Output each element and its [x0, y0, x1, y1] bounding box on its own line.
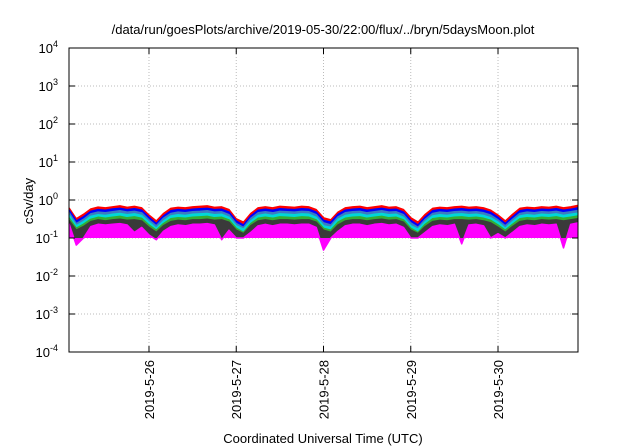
chart-title: /data/run/goesPlots/archive/2019-05-30/2… [112, 22, 535, 37]
y-tick-label: 101 [39, 153, 58, 170]
x-axis-ticks: 2019-5-26 2019-5-27 2019-5-28 2019-5-29 2019… [142, 48, 506, 419]
x-tick-label: 2019-5-28 [317, 360, 332, 419]
x-tick-label: 2019-5-30 [491, 360, 506, 419]
series-line [68, 212, 579, 230]
series-line [68, 209, 579, 229]
y-tick-label: 10-1 [36, 229, 58, 246]
y-tick-label: 100 [39, 191, 58, 208]
series-band [69, 222, 578, 251]
series-line [68, 218, 579, 235]
x-axis-label: Coordinated Universal Time (UTC) [223, 431, 422, 446]
series-line [68, 222, 579, 251]
grid-lines [69, 48, 578, 352]
y-tick-label: 104 [39, 39, 58, 56]
x-tick-label: 2019-5-26 [142, 360, 157, 419]
y-tick-label: 103 [39, 77, 58, 94]
series-line [68, 215, 579, 234]
y-tick-label: 10-3 [36, 305, 58, 322]
y-tick-label: 10-4 [36, 343, 58, 360]
y-tick-label: 102 [39, 115, 58, 132]
y-axis-label: cSv/day [21, 177, 36, 224]
series-line [68, 207, 579, 226]
plot-frame [68, 47, 579, 353]
y-tick-label: 10-2 [36, 267, 58, 284]
x-tick-label: 2019-5-27 [229, 360, 244, 419]
series-layer [68, 204, 579, 251]
x-tick-label: 2019-5-29 [404, 360, 419, 419]
series-line [68, 204, 579, 223]
